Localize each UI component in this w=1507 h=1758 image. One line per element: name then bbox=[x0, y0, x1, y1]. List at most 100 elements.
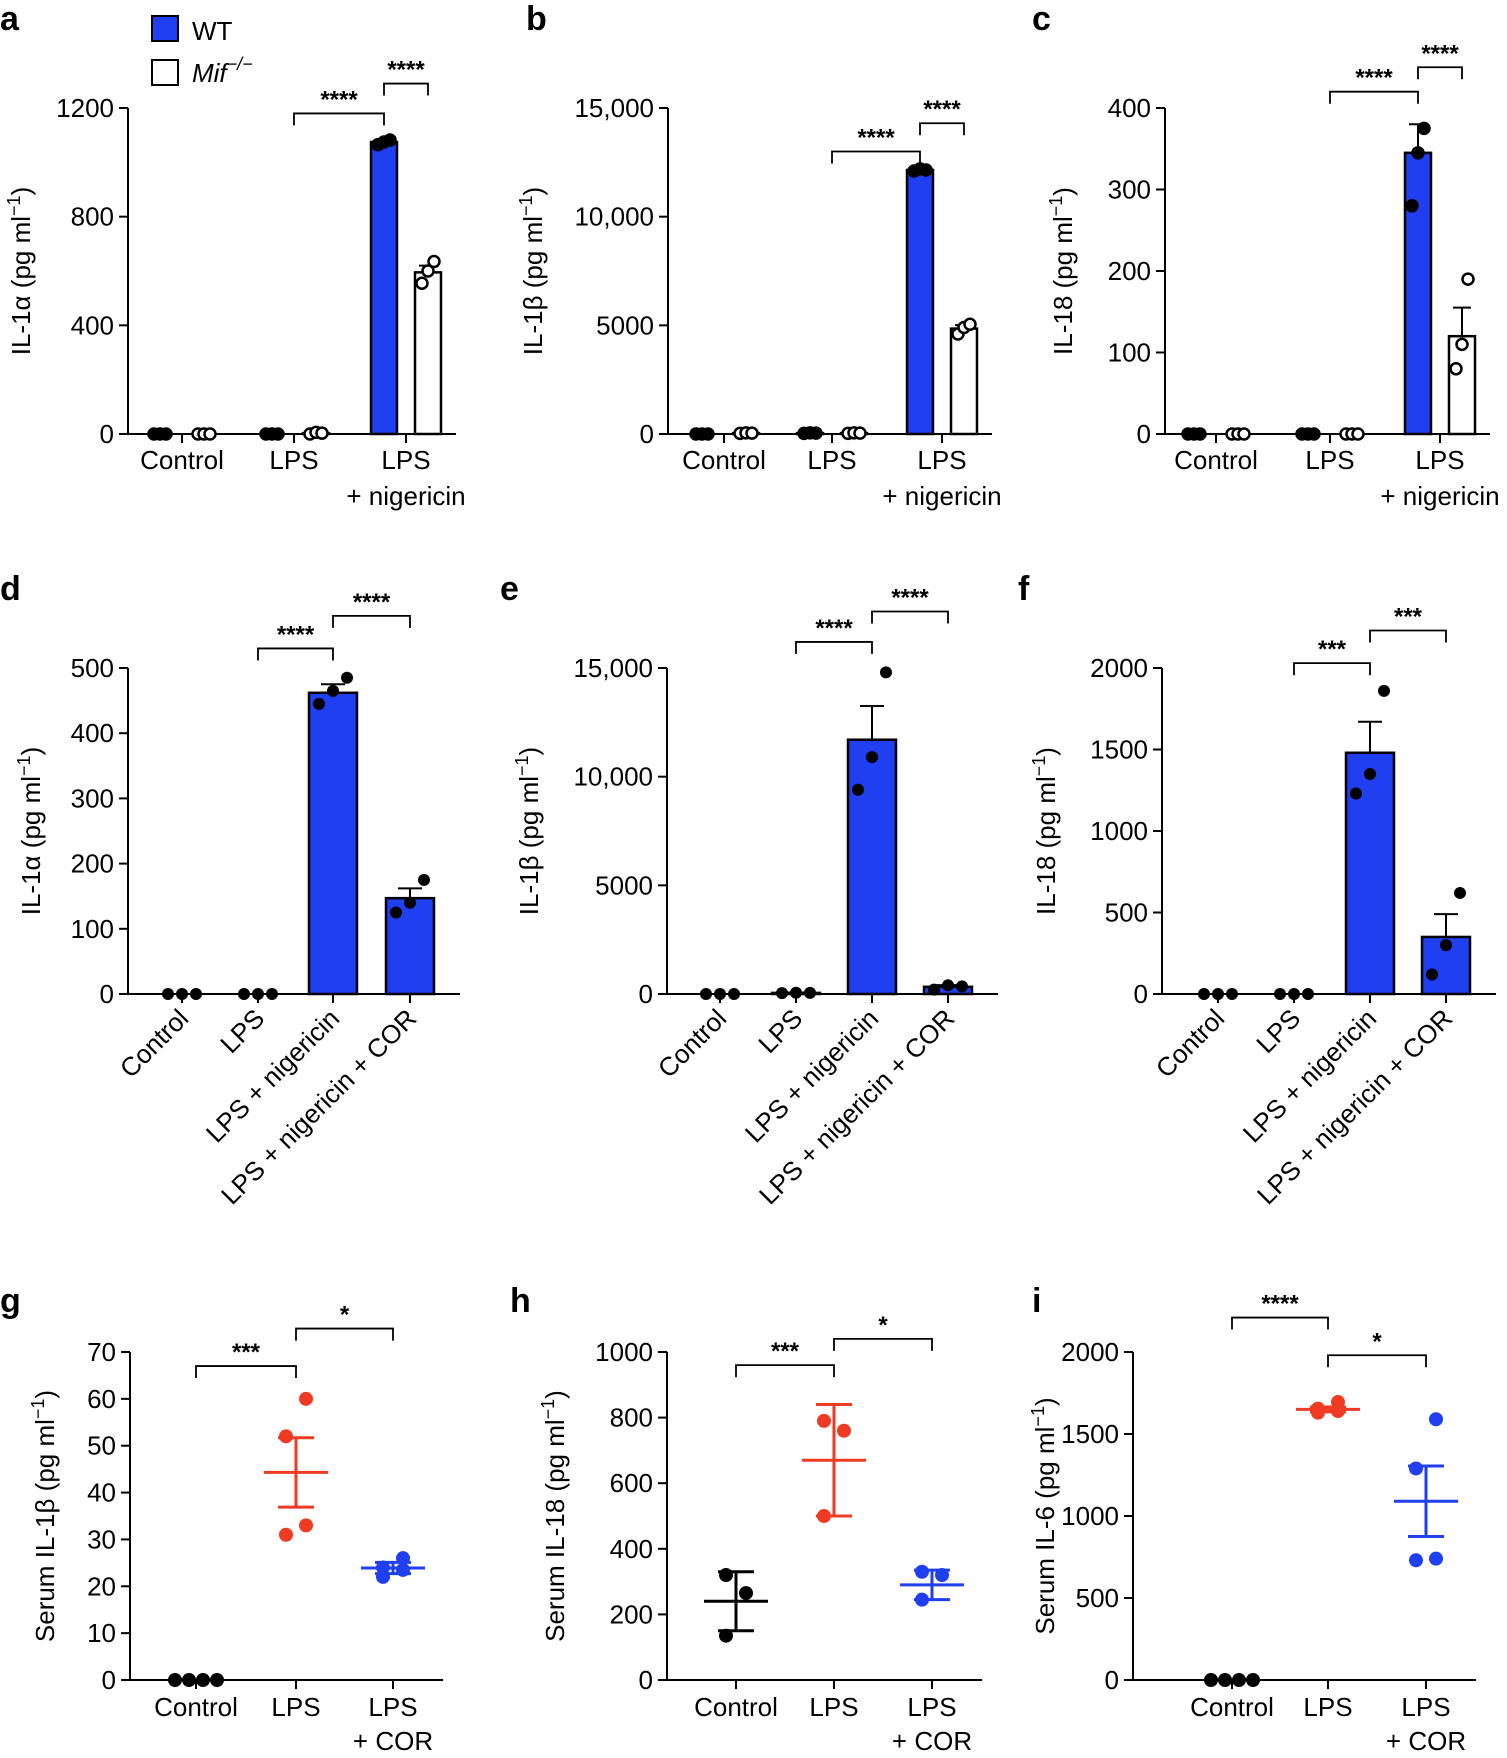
y-tick-label-i: 500 bbox=[1076, 1583, 1119, 1613]
y-axis-title-end: ) bbox=[514, 747, 544, 756]
y-axis-title-d: IL-1α (pg ml−1) bbox=[14, 747, 46, 916]
bar-a-WT bbox=[369, 140, 399, 436]
data-point-h bbox=[739, 1586, 753, 1601]
sig-bracket-a-1-line bbox=[383, 82, 429, 96]
sig-bracket-h-0-label: *** bbox=[771, 1338, 800, 1365]
data-point-d bbox=[238, 988, 250, 1000]
data-point-c bbox=[1237, 427, 1251, 441]
y-axis-title-e: IL-1β (pg ml−1) bbox=[512, 747, 544, 915]
sig-bracket-f-1-line bbox=[1369, 629, 1447, 643]
sig-bracket-f-1-label: *** bbox=[1394, 604, 1423, 631]
data-point-i bbox=[1246, 1673, 1260, 1687]
panel-label-i: i bbox=[1032, 1282, 1041, 1320]
y-tick-label-b: 10,000 bbox=[574, 202, 654, 232]
data-point-f bbox=[1378, 684, 1390, 697]
legend-label-wt: WT bbox=[192, 16, 233, 46]
data-point-i bbox=[1429, 1412, 1443, 1427]
data-point-i bbox=[1218, 1673, 1232, 1687]
data-point-f bbox=[1302, 988, 1314, 1000]
data-point-e bbox=[790, 986, 802, 999]
y-axis-title-b: IL-1β (pg ml−1) bbox=[516, 187, 548, 355]
x-tick-label-a: LPS bbox=[269, 445, 318, 475]
x-tick-label-h: Control bbox=[694, 1692, 778, 1722]
y-tick-label-c: 200 bbox=[1108, 256, 1151, 286]
data-point-f bbox=[1454, 886, 1466, 899]
y-tick-label-f: 2000 bbox=[1090, 653, 1148, 683]
data-point-d bbox=[190, 988, 202, 1000]
data-point-d bbox=[404, 896, 416, 909]
panel-label-e: e bbox=[500, 570, 519, 608]
data-point-h bbox=[915, 1564, 929, 1579]
x-tick-label-a: LPS bbox=[381, 445, 430, 475]
y-axis-title-end: ) bbox=[1048, 187, 1078, 196]
panel-label-g: g bbox=[0, 1282, 21, 1320]
y-tick-label-a: 800 bbox=[71, 202, 114, 232]
sig-bracket-b-1-line bbox=[919, 122, 965, 136]
x-tick-label-i: LPS bbox=[1401, 1692, 1450, 1722]
data-point-g bbox=[299, 1391, 313, 1406]
data-point-e bbox=[956, 980, 968, 993]
x-tick-label-b: LPS bbox=[807, 445, 856, 475]
data-point-a bbox=[421, 264, 435, 278]
data-point-g bbox=[168, 1673, 182, 1687]
y-axis-title-main: IL-18 (pg ml bbox=[1048, 216, 1078, 355]
data-point-g bbox=[279, 1527, 293, 1542]
data-point-b bbox=[809, 426, 823, 440]
y-tick-label-d: 300 bbox=[71, 783, 114, 813]
y-axis-title-main: Serum IL-1β (pg ml bbox=[30, 1419, 60, 1642]
y-tick-label-i: 0 bbox=[1105, 1665, 1119, 1695]
y-tick-label-i: 2000 bbox=[1061, 1337, 1119, 1367]
y-axis-title-main: IL-1β (pg ml bbox=[518, 216, 548, 355]
data-point-e bbox=[700, 988, 712, 1000]
x-tick-label-d: Control bbox=[114, 1003, 194, 1083]
y-tick-label-c: 100 bbox=[1108, 338, 1151, 368]
sig-bracket-a-0-line bbox=[293, 112, 385, 126]
legend: WT Mif−/− bbox=[151, 15, 253, 88]
data-point-h bbox=[837, 1423, 851, 1438]
y-axis-title-main: IL-18 (pg ml bbox=[1031, 776, 1061, 915]
y-tick-label-h: 800 bbox=[610, 1403, 653, 1433]
data-point-b bbox=[963, 317, 977, 331]
panel-label-h: h bbox=[510, 1282, 531, 1320]
sig-bracket-g-0-label: *** bbox=[232, 1339, 261, 1366]
y-axis-title-end: ) bbox=[30, 1390, 60, 1399]
sig-bracket-b-0-label: **** bbox=[857, 124, 895, 151]
x-tick-label-f: LPS bbox=[1250, 1003, 1306, 1059]
data-point-e bbox=[866, 751, 878, 764]
y-axis-title-end: ) bbox=[1031, 747, 1061, 756]
y-tick-label-h: 1000 bbox=[595, 1337, 653, 1367]
y-axis-title-sup: −1 bbox=[1029, 756, 1049, 777]
data-point-b bbox=[853, 426, 867, 440]
data-point-b bbox=[745, 426, 759, 440]
y-axis-title-end: ) bbox=[540, 1390, 570, 1399]
data-point-e bbox=[804, 986, 816, 999]
y-tick-label-h: 600 bbox=[610, 1468, 653, 1498]
legend-label-mif: Mif−/− bbox=[192, 54, 253, 88]
data-point-a bbox=[415, 276, 429, 290]
sig-bracket-a-1-label: **** bbox=[387, 57, 425, 84]
y-tick-label-d: 100 bbox=[71, 914, 114, 944]
panel-label-f: f bbox=[1018, 570, 1030, 608]
x-tick-label-c: + nigericin bbox=[1380, 481, 1499, 511]
data-point-i bbox=[1204, 1673, 1218, 1687]
data-point-d bbox=[252, 988, 264, 1000]
sig-bracket-d-1-label: **** bbox=[353, 589, 391, 616]
y-tick-label-f: 1500 bbox=[1090, 735, 1148, 765]
data-point-d bbox=[418, 873, 430, 886]
y-axis-title-c: IL-18 (pg ml−1) bbox=[1046, 187, 1078, 355]
y-tick-label-e: 10,000 bbox=[573, 762, 653, 792]
x-tick-label-b: + nigericin bbox=[882, 481, 1001, 511]
data-point-f bbox=[1350, 787, 1362, 800]
sig-bracket-i-0-line bbox=[1231, 1316, 1329, 1330]
sig-bracket-c-1-line bbox=[1417, 66, 1463, 80]
data-point-f bbox=[1364, 767, 1376, 780]
data-point-a bbox=[383, 133, 397, 147]
x-tick-label-i: LPS bbox=[1303, 1692, 1352, 1722]
y-axis-title-sup: −1 bbox=[538, 1399, 558, 1420]
data-point-f bbox=[1440, 939, 1452, 952]
panel-label-b: b bbox=[526, 0, 547, 38]
data-point-g bbox=[196, 1673, 210, 1687]
data-point-a bbox=[203, 427, 217, 441]
